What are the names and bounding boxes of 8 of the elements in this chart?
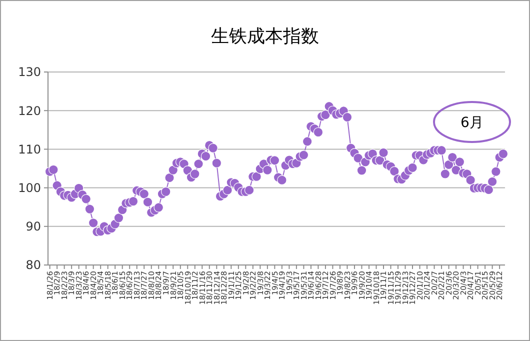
y-tick-label: 110 [18, 142, 41, 156]
y-tick-label: 100 [18, 181, 41, 195]
annotation: 6月 [460, 114, 484, 131]
y-tick-label: 120 [18, 104, 41, 118]
y-tick-label: 90 [26, 220, 41, 234]
y-tick-label: 130 [18, 65, 41, 80]
chart-title: 生铁成本指数 [211, 26, 319, 47]
y-tick-label: 80 [26, 258, 41, 272]
